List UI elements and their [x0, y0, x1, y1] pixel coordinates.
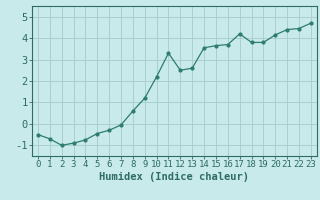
X-axis label: Humidex (Indice chaleur): Humidex (Indice chaleur)	[100, 172, 249, 182]
